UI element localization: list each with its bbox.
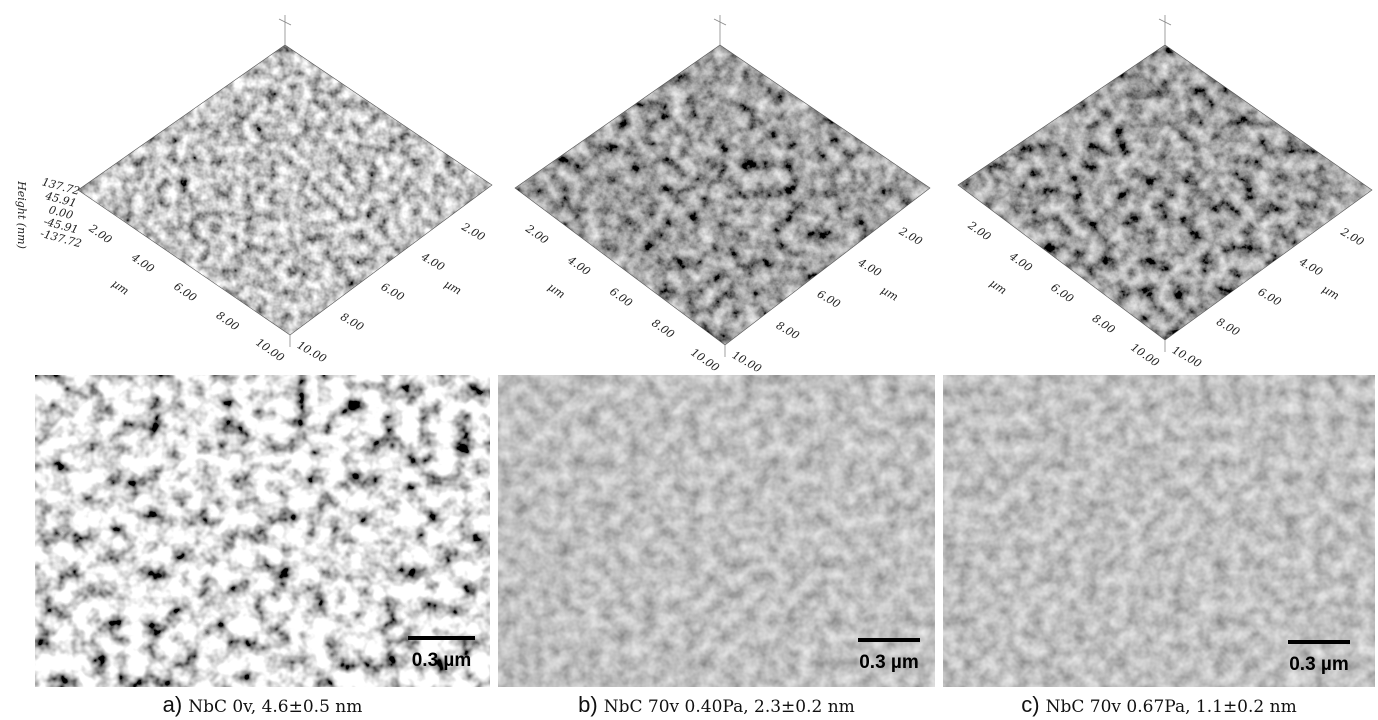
right-tick-label: 2.00 [896,224,925,248]
scale-label: 0.3 µm [859,652,919,673]
right-tick-label: 4.00 [418,250,447,274]
left-tick-label: 6.00 [1048,281,1076,306]
caption-letter: b) [578,692,598,717]
right-tick-label: 10.00 [730,348,764,375]
panels: 2.00 4.00 6.00 8.00 10.00 µm 2.00 4.00 6.00 8.00 1… [15,15,1375,717]
caption: b) NbC 70v 0.40Pa, 2.3±0.2 nm [578,692,855,717]
afm-surface [515,35,930,355]
left-tick-label: 10.00 [253,336,286,365]
right-unit: µm [442,277,464,297]
right-tick-label: 10.00 [295,338,329,365]
right-tick-label: 4.00 [1296,255,1325,279]
figure: 2.00 4.00 6.00 8.00 10.00 µm 2.00 4.00 6.00 8.00 1… [0,0,1378,720]
left-tick-label: 8.00 [649,316,677,341]
left-tick-label: 2.00 [86,221,114,246]
left-tick-label: 6.00 [171,280,199,305]
left-tick-label: 2.00 [965,218,993,243]
caption-text: NbC 70v 0.67Pa, 1.1±0.2 nm [1046,697,1297,717]
left-tick-label: 4.00 [564,253,592,278]
left-tick-label: 4.00 [128,250,156,275]
left-unit: µm [546,280,568,301]
right-tick-label: 6.00 [815,287,843,311]
right-tick-label: 10.00 [1170,343,1204,370]
left-tick-label: 4.00 [1006,249,1034,274]
panel: 2.00 4.00 6.00 8.00 10.00 µm 2.00 4.00 6.00 8.00 1… [15,15,492,717]
left-tick-label: 8.00 [1090,312,1118,337]
caption: a)NbC 0v, 4.6±0.5 nm [163,692,363,717]
right-tick-label: 8.00 [338,310,366,334]
scale-label: 0.3 µm [1289,654,1349,675]
right-tick-label: 2.00 [1338,225,1367,249]
right-unit: µm [1320,282,1342,302]
left-unit: µm [109,277,131,298]
left-tick-label: 10.00 [1128,341,1161,370]
left-tick-label: 10.00 [688,346,721,375]
right-tick-label: 4.00 [855,256,884,280]
sem-image [35,375,490,687]
right-tick-label: 2.00 [459,220,488,244]
left-unit: µm [987,277,1009,298]
right-tick-label: 6.00 [379,280,407,304]
right-tick-label: 8.00 [1214,315,1242,339]
left-tick-label: 8.00 [214,309,242,334]
caption-letter: c) [1021,692,1039,717]
height-label: Height (nm) [15,180,28,249]
panel: 2.00 4.00 6.00 8.00 10.00 µm 2.00 4.00 6.00 8.00 1… [498,15,935,717]
afm-surface [78,35,492,345]
panel: 2.00 4.00 6.00 8.00 10.00 µm 2.00 4.00 6.00 8.00 1… [943,15,1375,717]
right-tick-label: 6.00 [1256,285,1284,309]
right-unit: µm [879,284,901,304]
afm-surface [958,35,1372,350]
scale-label: 0.3 µm [412,650,472,671]
left-tick-label: 2.00 [522,222,550,247]
caption-letter: a) [163,692,183,717]
left-tick-label: 6.00 [607,285,635,310]
right-tick-label: 8.00 [774,319,802,343]
caption: c) NbC 70v 0.67Pa, 1.1±0.2 nm [1021,692,1296,717]
caption-text: NbC 70v 0.40Pa, 2.3±0.2 nm [604,697,855,717]
caption-text: NbC 0v, 4.6±0.5 nm [188,697,362,717]
